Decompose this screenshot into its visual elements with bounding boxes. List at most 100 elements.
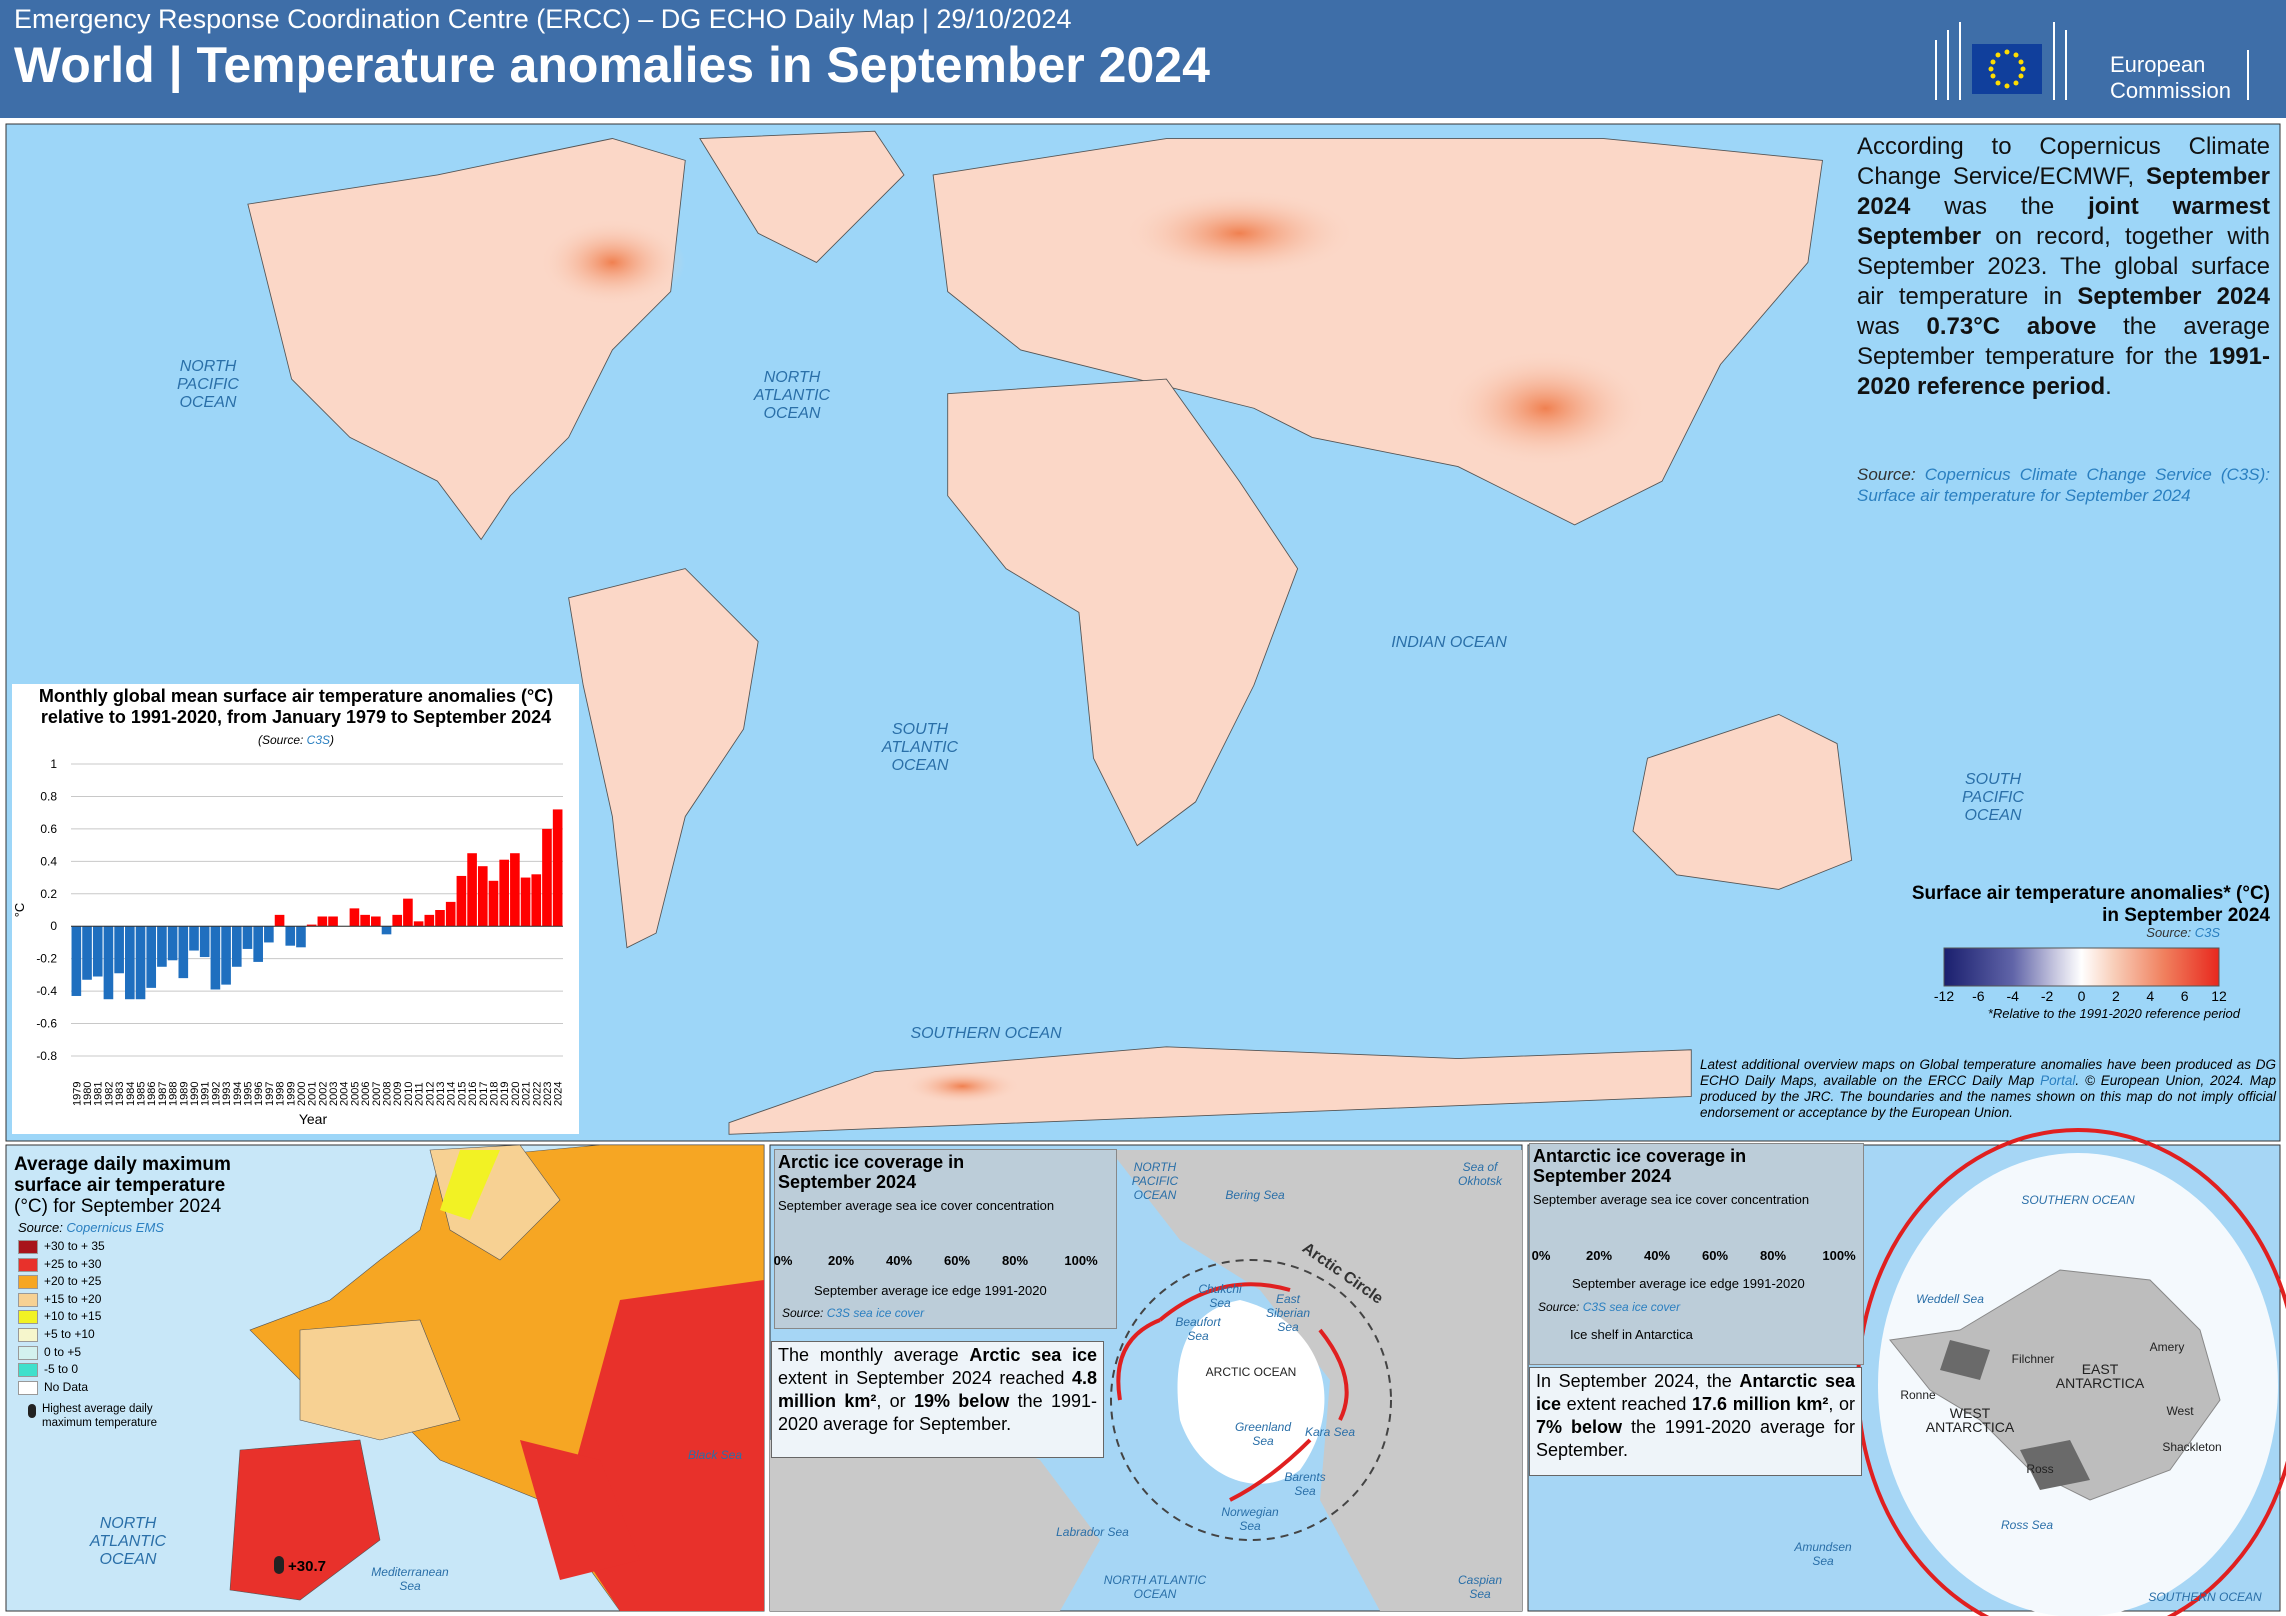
legend-swatch <box>18 1292 38 1307</box>
x-tick-label: 1982 <box>103 1082 115 1106</box>
text-run: the 1991-2020 average for September. <box>1536 1417 1855 1460</box>
chart-title: Monthly global mean surface air temperat… <box>16 686 576 751</box>
bar <box>467 853 477 927</box>
antarctic-map <box>1527 1128 2286 1616</box>
element <box>520 1440 640 1580</box>
chart-source: (Source: C3S) <box>258 733 334 747</box>
x-tick-label: 1985 <box>136 1082 148 1106</box>
ocean-label: SOUTH PACIFIC OCEAN <box>1962 771 2024 824</box>
arctic-label: Norwegian Sea <box>1221 1505 1279 1533</box>
element <box>947 378 1299 847</box>
x-tick-label: 2010 <box>403 1082 415 1106</box>
x-tick-label: 1980 <box>82 1082 94 1106</box>
colorbar-tick-label: -4 <box>2006 988 2019 1004</box>
europe-map <box>5 1144 765 1612</box>
x-tick-label: 1991 <box>200 1082 212 1106</box>
scale-label: 0% <box>773 1253 793 1268</box>
x-tick-label: 2013 <box>435 1082 447 1106</box>
antarctic-edge: September average ice edge 1991-2020 <box>1572 1276 1805 1291</box>
arctic-label: Bering Sea <box>1225 1188 1285 1202</box>
link-text[interactable]: C3S <box>2194 925 2220 940</box>
x-tick-label: 2020 <box>510 1082 522 1106</box>
arctic-label: Labrador Sea <box>1056 1525 1129 1539</box>
x-tick-label: 1997 <box>264 1082 276 1106</box>
text-run: the 1991-2020 average for September. <box>778 1391 1097 1434</box>
element <box>699 130 905 263</box>
scale-label: 20% <box>827 1253 855 1268</box>
legend-label: 0 to +5 <box>44 1344 82 1359</box>
link-text[interactable]: C3S <box>306 733 331 747</box>
colorbar-tick-label: -2 <box>2040 988 2054 1004</box>
x-tick-label: 2009 <box>392 1082 404 1106</box>
bar <box>178 926 189 979</box>
element <box>2013 80 2019 86</box>
antarctic-label: EAST ANTARCTICA <box>2055 1361 2145 1391</box>
bar <box>328 916 338 927</box>
element <box>1995 52 2001 58</box>
arctic-label: East Siberian Sea <box>1265 1292 1311 1334</box>
link-text[interactable]: Portal <box>2040 1073 2076 1088</box>
element <box>1110 1259 1392 1541</box>
y-tick-label: 1 <box>50 757 57 771</box>
legend-swatch <box>18 1363 38 1378</box>
element <box>1990 59 1996 65</box>
x-tick-label: 2004 <box>339 1082 351 1106</box>
colorbar-tick-label: 6 <box>2180 988 2189 1004</box>
x-tick-label: 1994 <box>232 1082 244 1106</box>
text-run: According to Copernicus Climate Change S… <box>1857 133 2270 190</box>
x-tick-label: 1996 <box>253 1082 265 1106</box>
ocean-label: NORTH ATLANTIC OCEAN <box>753 369 831 422</box>
antarctic-label: SOUTHERN OCEAN <box>2148 1590 2262 1604</box>
scale-label: 80% <box>1759 1248 1787 1263</box>
x-tick-label: 2023 <box>542 1082 554 1106</box>
scale-label: 40% <box>1643 1248 1671 1263</box>
x-tick-label: 1992 <box>210 1082 222 1106</box>
x-tick-label: 2014 <box>446 1082 458 1106</box>
summary-source: Source: Copernicus Climate Change Servic… <box>1857 464 2270 506</box>
antarctic-label: WEST ANTARCTICA <box>1925 1405 2015 1435</box>
ocean-label: NORTH PACIFIC OCEAN <box>177 358 239 411</box>
text-run: . <box>2105 373 2112 400</box>
link-text[interactable]: Copernicus EMS <box>66 1220 164 1235</box>
bar <box>231 926 242 967</box>
antarctic-subtitle: September average sea ice cover concentr… <box>1533 1192 1810 1207</box>
chart-title-text: Monthly global mean surface air temperat… <box>38 686 554 727</box>
x-tick-label: 1983 <box>114 1082 126 1106</box>
arctic-source: Source: C3S sea ice cover <box>782 1306 924 1320</box>
x-tick-label: 2011 <box>414 1082 426 1106</box>
footer-note: Latest additional overview maps on Globa… <box>1700 1057 2276 1121</box>
bar <box>306 924 317 927</box>
bar <box>157 926 167 967</box>
bar <box>125 926 135 1000</box>
scale-label: 80% <box>1001 1253 1029 1268</box>
y-tick-label: 0.2 <box>40 887 57 901</box>
europe-title-text: Average daily maximum surface air temper… <box>14 1154 231 1196</box>
legend-swatch <box>18 1275 38 1290</box>
text-run: on record, together with September 2023.… <box>1857 223 2270 310</box>
arctic-label: Caspian Sea <box>1457 1573 1503 1601</box>
bar <box>360 914 370 927</box>
x-tick-label: 2022 <box>531 1082 543 1106</box>
element <box>440 1150 500 1220</box>
bar <box>520 877 531 927</box>
antarctic-label: Ronne <box>1900 1388 1936 1402</box>
colorbar-tick-label: 2 <box>2111 988 2120 1004</box>
link-text[interactable]: C3S sea ice cover <box>1582 1300 1681 1314</box>
legend-note: *Relative to the 1991-2020 reference per… <box>1987 1006 2240 1021</box>
europe-title: Average daily maximum surface air temper… <box>14 1154 284 1217</box>
link-text[interactable]: Copernicus Climate Change Service (C3S):… <box>1857 465 2271 505</box>
colorbar <box>1943 947 2220 987</box>
antarctic-source: Source: C3S sea ice cover <box>1538 1300 1680 1314</box>
element <box>1116 1282 1349 1502</box>
antarctic-title: Antarctic ice coverage in September 2024 <box>1533 1146 1747 1186</box>
link-text[interactable]: C3S sea ice cover <box>826 1306 925 1320</box>
y-axis-label: °C <box>12 903 27 918</box>
element <box>2004 49 2010 55</box>
element <box>539 218 686 307</box>
europe-max-label: Highest average daily maximum temperatur… <box>42 1403 158 1429</box>
element <box>1990 73 1996 79</box>
arctic-label: ARCTIC OCEAN <box>1205 1365 1297 1379</box>
x-tick-label: 2008 <box>382 1082 394 1106</box>
arctic-edge: September average ice edge 1991-2020 <box>814 1283 1047 1298</box>
legend-title: Surface air temperature anomalies* (°C) … <box>1911 883 2270 926</box>
